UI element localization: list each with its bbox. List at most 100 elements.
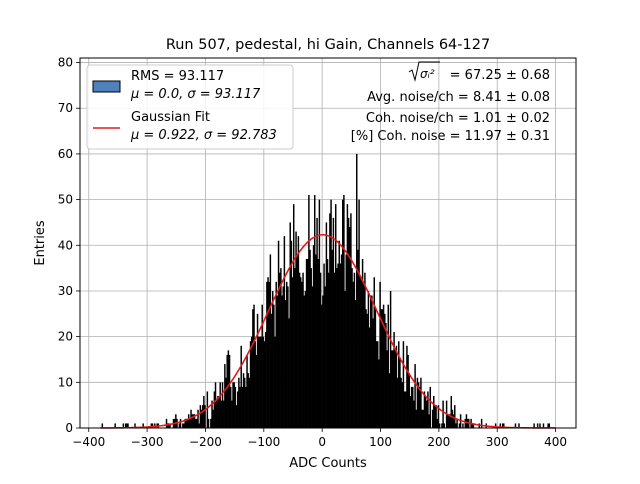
histogram-bin <box>259 336 261 428</box>
histogram-bin <box>212 409 214 428</box>
histogram-bin <box>309 249 311 428</box>
histogram-bin <box>407 354 409 428</box>
histogram-bin <box>302 272 304 428</box>
x-axis-ticks: −400 −300 −200 −100 0 100 200 300 400 <box>72 428 567 449</box>
histogram-bin <box>345 254 347 428</box>
histogram-bin <box>325 222 328 428</box>
legend-entry-1-line1: RMS = 93.117 <box>131 69 224 84</box>
histogram-bin <box>347 217 350 428</box>
histogram-bin <box>406 345 408 428</box>
histogram-bin <box>270 313 273 428</box>
histogram-bin <box>409 396 412 428</box>
y-tick-label: 20 <box>58 330 73 344</box>
y-tick-label: 60 <box>58 147 73 161</box>
histogram-bin <box>366 313 368 428</box>
histogram-bin <box>311 286 314 428</box>
histogram-bin <box>351 268 353 428</box>
pct-coh-noise-annotation: [%] Coh. noise = 11.97 ± 0.31 <box>351 129 550 144</box>
histogram-bin <box>382 304 385 428</box>
histogram-bin <box>377 341 379 428</box>
x-tick-label: 0 <box>318 435 326 449</box>
histogram-bin <box>175 414 177 428</box>
histogram-bin <box>410 386 413 428</box>
histogram-bin <box>277 240 280 428</box>
histogram-bin <box>298 272 301 428</box>
x-tick-label: 100 <box>369 435 392 449</box>
histogram-bin <box>472 423 475 428</box>
histogram-bin <box>301 281 303 428</box>
histogram-bin <box>386 350 388 428</box>
x-tick-label: −300 <box>131 435 164 449</box>
histogram-bin <box>255 354 258 428</box>
histogram-bin <box>427 391 429 428</box>
histogram-bin <box>247 373 249 428</box>
histogram-bin <box>403 391 406 428</box>
histogram-bin <box>332 217 335 428</box>
histogram-bin <box>435 405 437 428</box>
histogram-bin <box>231 400 233 428</box>
histogram-bin <box>262 336 265 428</box>
histogram-bin <box>420 377 422 428</box>
histogram-bin <box>400 377 402 428</box>
histogram-bin <box>168 423 170 428</box>
histogram-bin <box>352 281 354 428</box>
histogram-bin <box>340 254 343 428</box>
histogram-bin <box>296 254 298 428</box>
gaussian-fit <box>100 233 556 429</box>
histogram-bin <box>405 391 407 428</box>
histogram-bin <box>221 382 224 428</box>
histogram-bin <box>448 414 450 428</box>
histogram-bin <box>359 277 361 428</box>
histogram-bin <box>443 423 446 428</box>
histogram-bin <box>408 373 410 428</box>
histogram-bin <box>233 382 235 428</box>
histogram-bin <box>364 272 366 428</box>
histogram-bin <box>278 272 281 428</box>
histogram-bin <box>422 409 424 428</box>
histogram-bin <box>219 382 221 428</box>
histogram-bin <box>464 418 467 428</box>
histogram-bin <box>189 418 191 428</box>
histogram-bin <box>379 281 381 428</box>
histogram-bin <box>165 418 168 428</box>
histogram-bin <box>374 309 377 428</box>
histogram-bin <box>339 263 342 428</box>
histogram-bin <box>431 409 434 428</box>
histogram-bin <box>127 423 129 428</box>
histogram-bin <box>370 295 372 428</box>
histogram-bin <box>200 409 203 428</box>
histogram-bin <box>441 423 443 428</box>
histogram-bin <box>235 405 238 428</box>
y-tick-label: 0 <box>65 421 73 435</box>
histogram-bin <box>179 418 182 428</box>
x-tick-label: 400 <box>544 435 567 449</box>
histogram-bin <box>350 213 352 428</box>
histogram-bin <box>283 236 286 428</box>
histogram-bin <box>416 377 419 428</box>
histogram-bin <box>388 373 391 428</box>
histogram-bin <box>114 423 116 428</box>
histogram-bin <box>336 268 338 428</box>
histogram-bin <box>333 272 336 428</box>
histogram-bin <box>206 391 209 428</box>
legend-box <box>86 64 294 150</box>
histogram-bin <box>358 199 360 428</box>
histogram-bin <box>303 295 305 428</box>
histogram-bin <box>238 377 240 428</box>
histogram-bin <box>378 359 380 428</box>
sqrt-sigma-symbol: σᵢ² <box>420 67 435 81</box>
histogram-bin <box>398 341 400 428</box>
histogram-bin <box>326 258 329 428</box>
histogram-bin <box>276 295 279 428</box>
histogram-bin <box>344 290 346 428</box>
histogram-bin <box>518 423 520 428</box>
histogram-bin <box>292 204 295 428</box>
histogram-bin <box>465 414 468 428</box>
histogram-bin <box>451 409 454 428</box>
histogram-bin <box>320 304 323 428</box>
histogram-bin <box>499 423 502 428</box>
histogram-bin <box>437 405 440 428</box>
y-tick-label: 40 <box>58 238 73 252</box>
legend-entry-2-line2: μ = 0.922, σ = 92.783 <box>130 128 277 143</box>
histogram-bin <box>331 249 333 428</box>
